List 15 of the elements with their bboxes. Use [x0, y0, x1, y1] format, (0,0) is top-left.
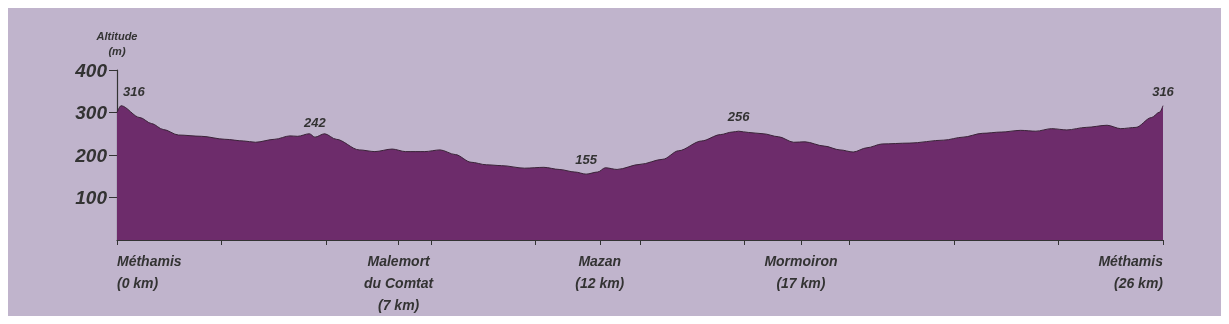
- x-tick-label: Méthamis (26 km): [1098, 253, 1164, 291]
- y-axis-title: Altitude (m): [95, 29, 138, 57]
- data-label: 316: [123, 83, 146, 99]
- x-tick-label: Mazan (12 km): [575, 253, 625, 291]
- data-label: 155: [575, 152, 598, 168]
- x-tick-label: Mormoiron (17 km): [764, 253, 838, 291]
- y-tick-label: 100: [75, 187, 108, 208]
- y-tick-label: 300: [75, 102, 108, 123]
- y-tick-label: 400: [74, 59, 108, 81]
- x-tick-label: Méthamis (0 km): [117, 253, 182, 291]
- data-label: 316: [1152, 83, 1175, 99]
- data-label: 256: [726, 109, 751, 125]
- y-tick-label: 200: [74, 144, 108, 166]
- x-tick-label: Malemort du Comtat (7 km): [364, 253, 435, 313]
- data-label: 242: [303, 115, 327, 131]
